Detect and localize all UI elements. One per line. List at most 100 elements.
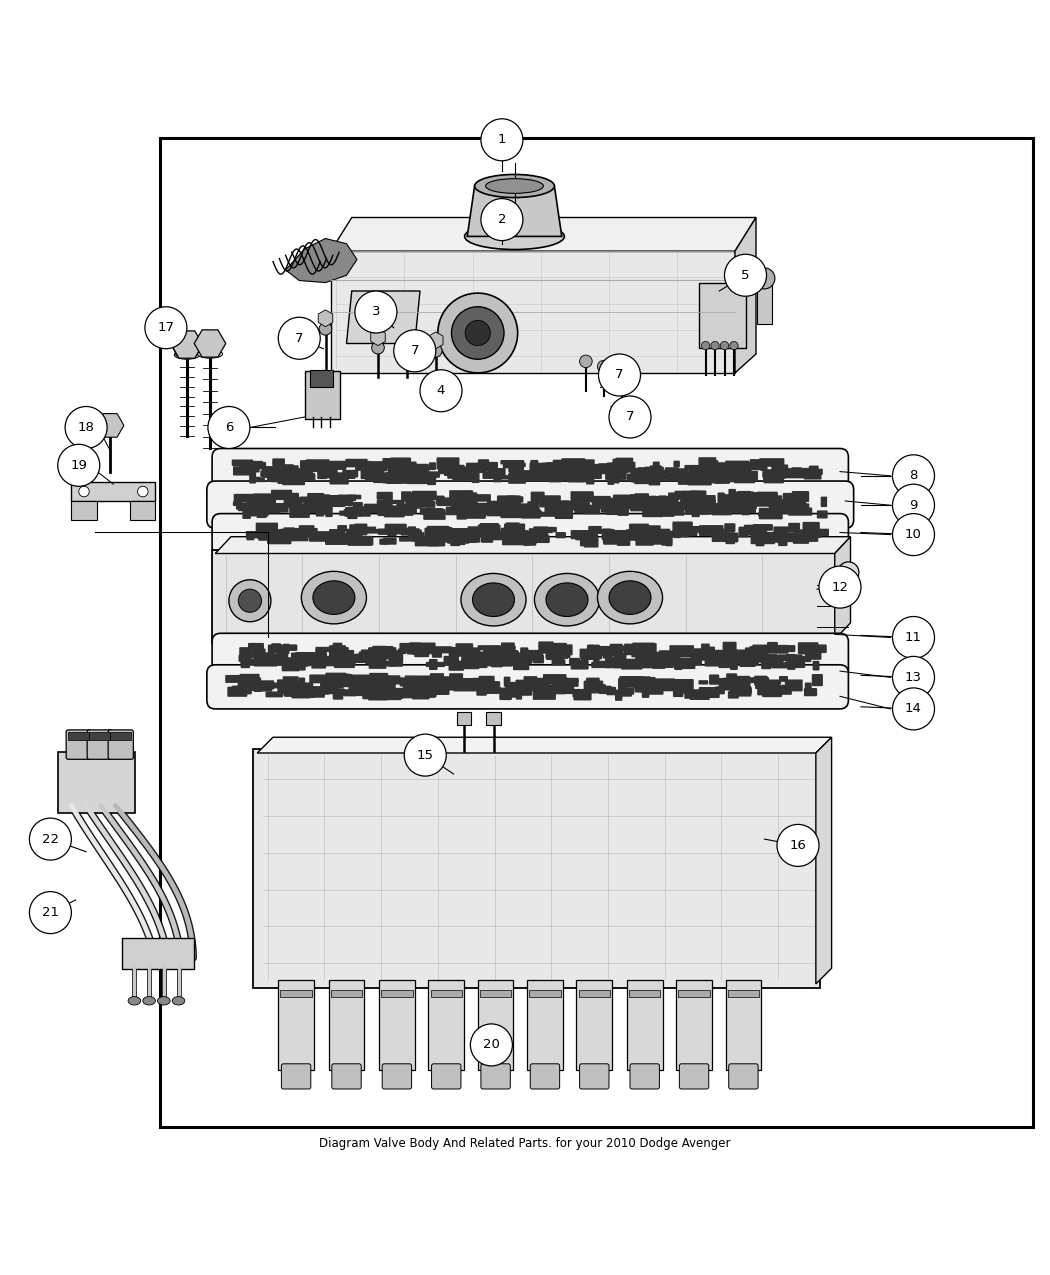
FancyBboxPatch shape: [486, 711, 501, 724]
FancyBboxPatch shape: [245, 659, 258, 664]
FancyBboxPatch shape: [377, 505, 393, 516]
FancyBboxPatch shape: [628, 530, 643, 539]
FancyBboxPatch shape: [521, 509, 541, 519]
FancyBboxPatch shape: [629, 991, 660, 997]
FancyBboxPatch shape: [429, 463, 436, 470]
FancyBboxPatch shape: [500, 687, 511, 700]
FancyBboxPatch shape: [630, 1063, 659, 1089]
FancyBboxPatch shape: [613, 495, 636, 505]
FancyBboxPatch shape: [312, 460, 323, 467]
FancyBboxPatch shape: [285, 530, 309, 542]
Circle shape: [145, 307, 187, 349]
FancyBboxPatch shape: [727, 467, 741, 476]
FancyBboxPatch shape: [246, 507, 269, 516]
FancyBboxPatch shape: [284, 497, 301, 509]
FancyBboxPatch shape: [603, 650, 612, 659]
FancyBboxPatch shape: [793, 538, 810, 544]
Ellipse shape: [485, 179, 544, 194]
FancyBboxPatch shape: [413, 532, 424, 542]
FancyBboxPatch shape: [585, 465, 592, 472]
FancyBboxPatch shape: [763, 533, 788, 537]
FancyBboxPatch shape: [449, 683, 468, 687]
FancyBboxPatch shape: [340, 657, 356, 666]
FancyBboxPatch shape: [774, 527, 789, 537]
FancyBboxPatch shape: [281, 473, 302, 483]
FancyBboxPatch shape: [239, 648, 252, 658]
FancyBboxPatch shape: [495, 645, 516, 657]
FancyBboxPatch shape: [798, 644, 806, 654]
FancyBboxPatch shape: [810, 644, 826, 653]
FancyBboxPatch shape: [643, 525, 660, 536]
FancyBboxPatch shape: [571, 468, 584, 481]
FancyBboxPatch shape: [254, 657, 277, 667]
FancyBboxPatch shape: [713, 505, 734, 509]
Circle shape: [777, 825, 819, 867]
Circle shape: [598, 354, 640, 397]
FancyBboxPatch shape: [488, 501, 507, 511]
FancyBboxPatch shape: [429, 659, 438, 671]
FancyBboxPatch shape: [717, 533, 738, 542]
FancyBboxPatch shape: [237, 683, 251, 689]
FancyBboxPatch shape: [317, 470, 328, 479]
FancyBboxPatch shape: [804, 682, 812, 691]
FancyBboxPatch shape: [381, 690, 406, 696]
FancyBboxPatch shape: [245, 465, 253, 472]
FancyBboxPatch shape: [384, 509, 404, 518]
FancyBboxPatch shape: [752, 645, 775, 650]
FancyBboxPatch shape: [743, 525, 768, 536]
FancyBboxPatch shape: [428, 646, 453, 653]
FancyBboxPatch shape: [738, 687, 747, 695]
FancyBboxPatch shape: [624, 646, 635, 652]
FancyBboxPatch shape: [520, 682, 544, 691]
FancyBboxPatch shape: [655, 536, 663, 541]
FancyBboxPatch shape: [474, 532, 483, 537]
FancyBboxPatch shape: [374, 682, 392, 686]
FancyBboxPatch shape: [792, 467, 802, 473]
FancyBboxPatch shape: [342, 470, 356, 479]
FancyBboxPatch shape: [380, 474, 393, 481]
FancyBboxPatch shape: [285, 469, 306, 473]
Circle shape: [580, 354, 592, 367]
FancyBboxPatch shape: [631, 648, 638, 658]
FancyBboxPatch shape: [566, 464, 572, 477]
FancyBboxPatch shape: [66, 729, 91, 760]
FancyBboxPatch shape: [438, 465, 450, 474]
FancyBboxPatch shape: [583, 468, 600, 474]
FancyBboxPatch shape: [632, 501, 638, 510]
FancyBboxPatch shape: [610, 472, 622, 479]
FancyBboxPatch shape: [652, 507, 674, 513]
FancyBboxPatch shape: [517, 463, 526, 467]
FancyBboxPatch shape: [501, 460, 524, 464]
Ellipse shape: [197, 349, 223, 358]
FancyBboxPatch shape: [365, 473, 374, 482]
FancyBboxPatch shape: [634, 493, 649, 505]
FancyBboxPatch shape: [436, 496, 445, 505]
FancyBboxPatch shape: [425, 662, 445, 667]
FancyBboxPatch shape: [428, 688, 449, 695]
FancyBboxPatch shape: [312, 462, 328, 472]
FancyBboxPatch shape: [212, 551, 838, 643]
FancyBboxPatch shape: [329, 460, 349, 467]
FancyBboxPatch shape: [343, 509, 351, 516]
FancyBboxPatch shape: [551, 511, 569, 515]
FancyBboxPatch shape: [698, 680, 709, 685]
Text: 2: 2: [498, 213, 506, 226]
FancyBboxPatch shape: [400, 462, 417, 473]
FancyBboxPatch shape: [665, 532, 689, 537]
FancyBboxPatch shape: [690, 690, 710, 700]
FancyBboxPatch shape: [255, 501, 266, 514]
FancyBboxPatch shape: [486, 501, 506, 506]
FancyBboxPatch shape: [452, 467, 467, 478]
FancyBboxPatch shape: [266, 691, 284, 697]
FancyBboxPatch shape: [637, 677, 648, 683]
FancyBboxPatch shape: [369, 464, 387, 470]
FancyBboxPatch shape: [571, 460, 580, 469]
Circle shape: [892, 455, 934, 497]
Text: 11: 11: [905, 631, 922, 644]
FancyBboxPatch shape: [613, 660, 629, 668]
FancyBboxPatch shape: [251, 497, 259, 502]
FancyBboxPatch shape: [775, 474, 783, 481]
FancyBboxPatch shape: [257, 658, 281, 663]
FancyBboxPatch shape: [212, 514, 848, 556]
FancyBboxPatch shape: [424, 501, 436, 507]
